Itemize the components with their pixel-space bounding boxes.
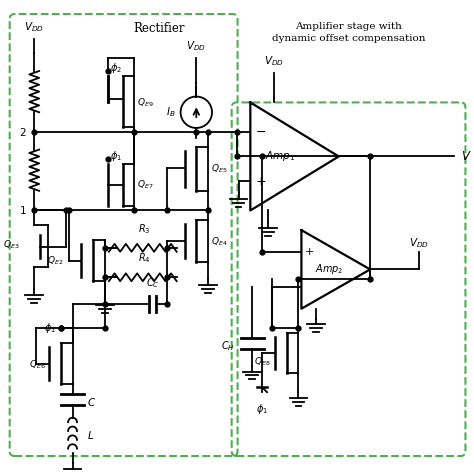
Text: $Q_{E8}$: $Q_{E8}$ bbox=[254, 355, 270, 368]
Text: $Q_{E6}$: $Q_{E6}$ bbox=[29, 358, 46, 371]
Text: $V_{DD}$: $V_{DD}$ bbox=[410, 236, 429, 250]
Text: $\phi_1$: $\phi_1$ bbox=[256, 402, 268, 416]
Text: $\phi_1$: $\phi_1$ bbox=[110, 149, 122, 164]
Text: $C_C$: $C_C$ bbox=[146, 276, 160, 290]
Text: $R_3$: $R_3$ bbox=[138, 222, 151, 236]
Text: $C$: $C$ bbox=[87, 396, 97, 408]
Text: Rectifier: Rectifier bbox=[133, 22, 185, 35]
Text: Amplifier stage with
dynamic offset compensation: Amplifier stage with dynamic offset comp… bbox=[272, 22, 425, 44]
Text: $I_B$: $I_B$ bbox=[166, 105, 176, 119]
Text: $Q_{E9}$: $Q_{E9}$ bbox=[137, 96, 154, 109]
Text: $Amp_2$: $Amp_2$ bbox=[315, 263, 343, 276]
Text: $Q_{E5}$: $Q_{E5}$ bbox=[211, 163, 228, 175]
Text: $-$: $-$ bbox=[255, 126, 266, 138]
Text: $C_H$: $C_H$ bbox=[221, 339, 235, 353]
Text: $Q_{E2}$: $Q_{E2}$ bbox=[47, 255, 64, 267]
Text: $+$: $+$ bbox=[255, 174, 266, 188]
Text: $Q_{E4}$: $Q_{E4}$ bbox=[211, 236, 228, 248]
Text: $\phi_2$: $\phi_2$ bbox=[110, 61, 122, 75]
Text: $V_{DD}$: $V_{DD}$ bbox=[186, 39, 206, 53]
Text: $1$: $1$ bbox=[18, 204, 26, 217]
Text: $Q_{E3}$: $Q_{E3}$ bbox=[3, 238, 19, 251]
Text: $2$: $2$ bbox=[18, 126, 26, 138]
Text: $V_{DD}$: $V_{DD}$ bbox=[264, 54, 284, 68]
Text: $Amp_1$: $Amp_1$ bbox=[264, 149, 295, 164]
Text: $V$: $V$ bbox=[461, 150, 471, 163]
Text: $R_4$: $R_4$ bbox=[138, 252, 151, 265]
Text: $\phi_1$: $\phi_1$ bbox=[44, 321, 56, 335]
Text: $V_{DD}$: $V_{DD}$ bbox=[24, 20, 44, 34]
Text: $+$: $+$ bbox=[304, 246, 314, 257]
Text: $Q_{E7}$: $Q_{E7}$ bbox=[137, 179, 154, 191]
Text: $L$: $L$ bbox=[87, 429, 94, 441]
